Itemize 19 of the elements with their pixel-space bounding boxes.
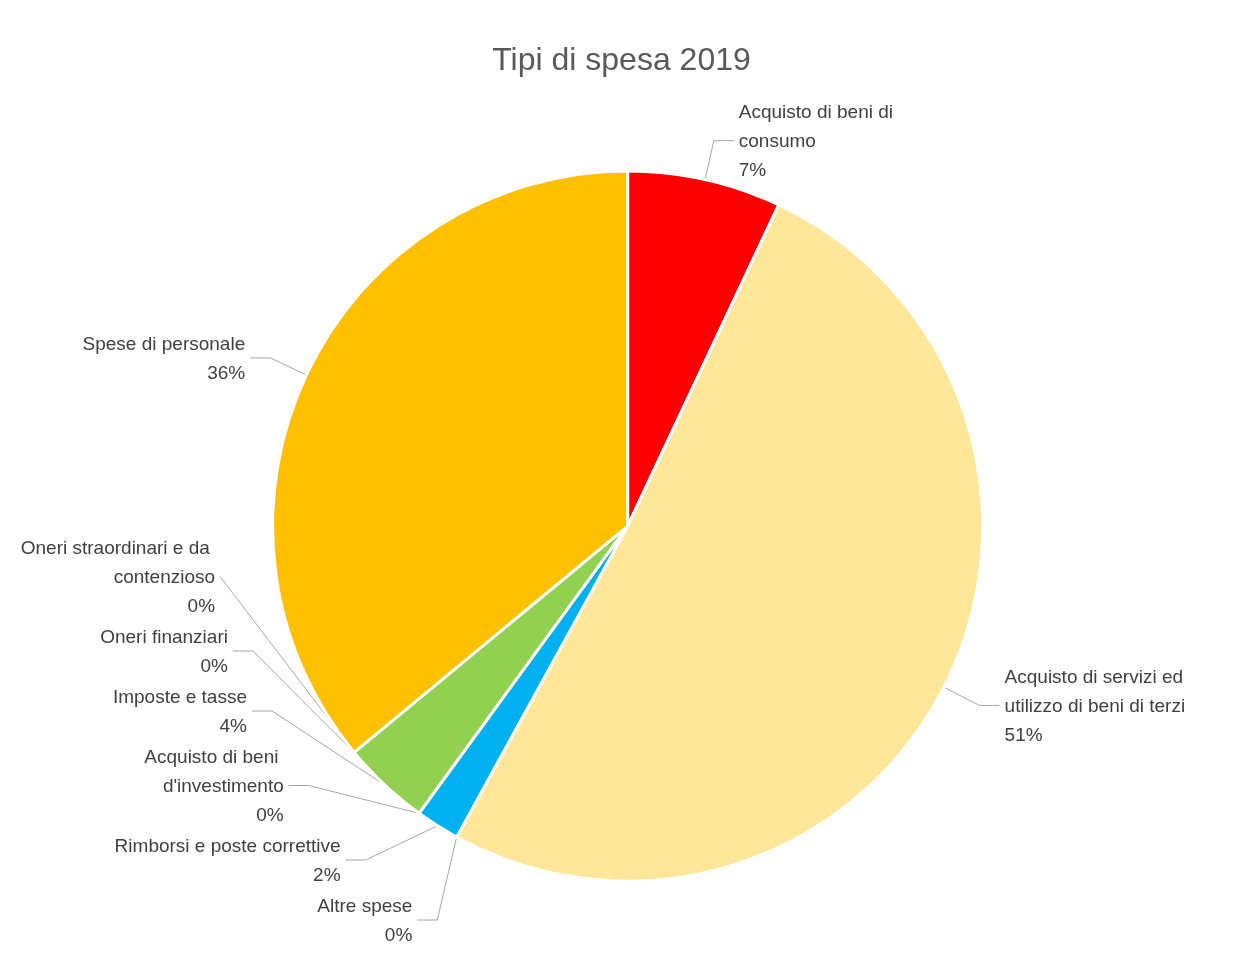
text: 0% xyxy=(200,655,228,676)
category-label: Acquisto di beni d'investimento xyxy=(144,746,284,796)
slice-label: Acquisto di servizi ed utilizzo di beni di terzi xyxy=(1004,665,1189,716)
data-label: 7% xyxy=(738,159,767,181)
slice-label: Spese di personale xyxy=(82,332,246,354)
category-label: Altre spese xyxy=(317,895,413,916)
text: 0% xyxy=(187,595,216,616)
data-label: 36% xyxy=(207,361,246,383)
slice-label: Imposte e tasse xyxy=(112,686,248,707)
text: 0% xyxy=(384,924,413,945)
data-label: 2% xyxy=(313,864,341,885)
category-label: Oneri finanziari xyxy=(100,626,228,647)
category-label: Oneri straordinari e da contenzioso xyxy=(20,537,216,587)
chart-title: Tipi di spesa 2019 xyxy=(492,41,751,77)
slice-label: Acquisto di beni di consumo xyxy=(738,101,899,152)
data-label: 51% xyxy=(1004,723,1043,745)
text: 0% xyxy=(256,804,284,825)
slice-label: Rimborsi e poste correttive xyxy=(114,835,341,856)
data-label: 4% xyxy=(219,715,248,736)
